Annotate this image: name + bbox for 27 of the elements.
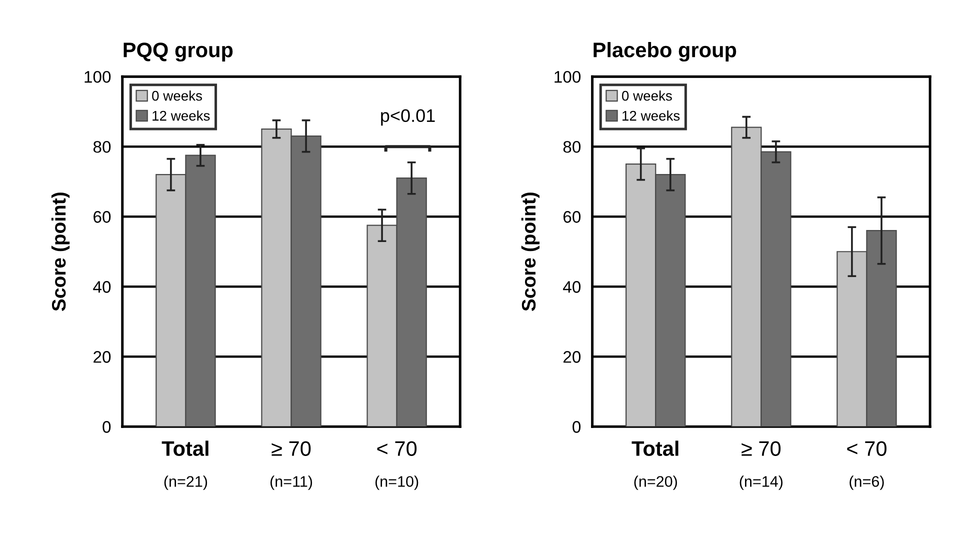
y-tick-label: 20 bbox=[94, 351, 111, 363]
y-axis-title: Score (point) bbox=[51, 192, 70, 312]
chart-title: Placebo group bbox=[594, 42, 736, 62]
y-axis-title: Score (point) bbox=[521, 192, 540, 312]
y-tick-label: 100 bbox=[84, 70, 111, 83]
legend-label: 0 weeks bbox=[152, 90, 202, 101]
legend-label: 12 weeks bbox=[622, 110, 680, 121]
legend-label: 0 weeks bbox=[622, 90, 672, 101]
chart-title: PQQ group bbox=[124, 42, 233, 62]
y-tick-label: 100 bbox=[554, 70, 581, 83]
x-tick-label: < 70 (n=6) bbox=[847, 441, 886, 490]
y-tick-label: 40 bbox=[563, 281, 581, 293]
y-tick-label: 80 bbox=[93, 140, 111, 153]
y-tick-label: 40 bbox=[93, 281, 111, 293]
x-tick-label: ≥ 70 (n=14) bbox=[740, 441, 783, 490]
x-tick-label: < 70 (n=10) bbox=[375, 441, 418, 490]
x-tick-label: ≥ 70 (n=11) bbox=[270, 441, 312, 490]
y-tick-label: 0 bbox=[102, 421, 111, 433]
x-tick-label: Total (n=20) bbox=[632, 440, 678, 490]
x-tick-label: Total (n=21) bbox=[162, 440, 208, 490]
y-tick-label: 60 bbox=[563, 211, 581, 223]
y-tick-label: 60 bbox=[94, 211, 111, 223]
y-tick-label: 80 bbox=[563, 140, 581, 153]
y-tick-label: 0 bbox=[572, 421, 581, 433]
legend-label: 12 weeks bbox=[152, 110, 210, 121]
y-tick-label: 20 bbox=[563, 351, 581, 363]
annotation: p<0.01 bbox=[381, 109, 435, 126]
